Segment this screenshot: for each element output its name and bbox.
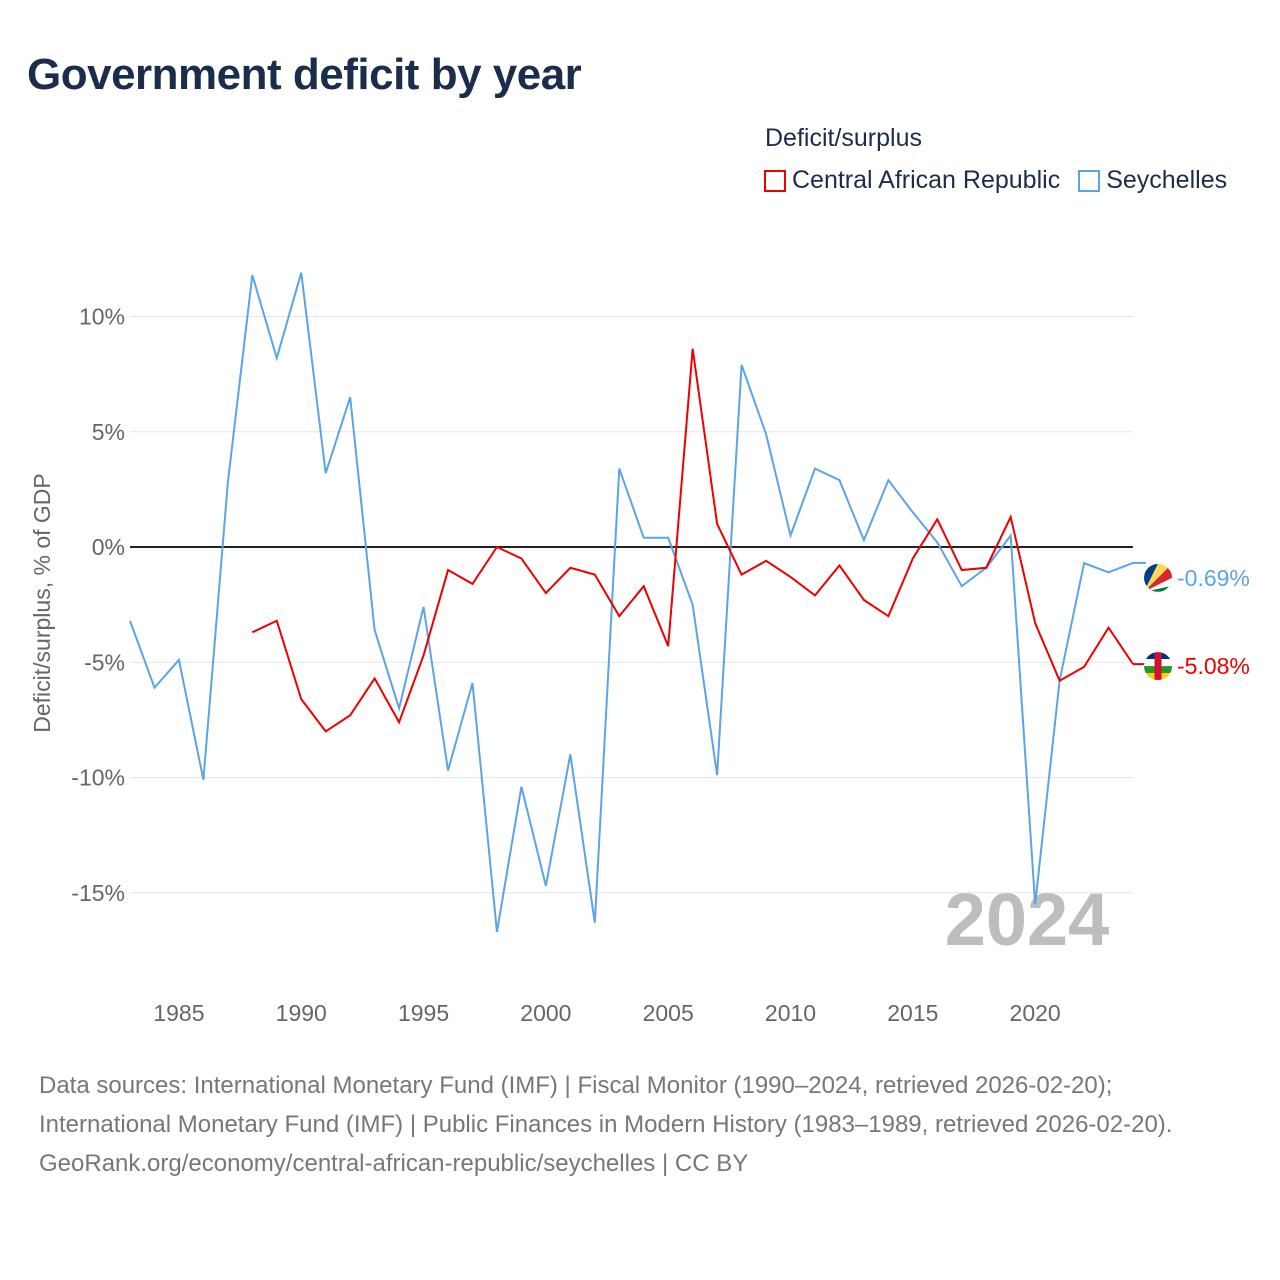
y-axis-label: Deficit/surplus, % of GDP: [29, 473, 55, 732]
plot-area: 2024 10% 5% 0% -5% -10% -15% 1985 1990 1995 2000 2…: [29, 272, 1250, 1026]
x-tick-label: 2010: [765, 1000, 816, 1026]
x-tick-label: 2000: [520, 1000, 571, 1026]
flag-ray: [1144, 563, 1172, 592]
legend-swatch-seychelles: [1078, 169, 1101, 192]
end-value-label: -0.69%: [1177, 565, 1250, 591]
legend-title: Deficit/surplus: [765, 124, 922, 152]
x-tick-label: 1985: [153, 1000, 204, 1026]
series-line-seychelles: [129, 272, 1134, 933]
car-flag-icon: [1144, 652, 1172, 681]
y-tick-label: 0%: [92, 534, 125, 560]
y-tick-label: 5%: [92, 419, 125, 445]
data-sources: Data sources: International Monetary Fun…: [39, 1072, 1173, 1138]
flag-ray: [1144, 577, 1172, 592]
legend-swatch-car: [764, 169, 786, 192]
legend-item-seychelles[interactable]: Seychelles: [1078, 166, 1227, 195]
footer: Data sources: International Monetary Fun…: [39, 1066, 1239, 1183]
x-tick-label: 2015: [887, 1000, 938, 1026]
legend-label-car: Central African Republic: [792, 166, 1061, 194]
end-value-label: -5.08%: [1177, 653, 1250, 679]
y-tick-label: -15%: [71, 880, 125, 906]
x-tick-label: 2005: [643, 1000, 694, 1026]
x-tick-label: 1995: [398, 1000, 449, 1026]
series-line-car: [251, 348, 1134, 733]
flag-band: [1154, 652, 1162, 681]
seychelles-flag-icon: [1144, 563, 1172, 592]
y-tick-label: -5%: [84, 649, 125, 675]
y-tick-label: 10%: [79, 304, 125, 330]
x-tick-label: 1990: [276, 1000, 327, 1026]
flag-body: [1144, 563, 1172, 592]
legend-item-car[interactable]: Central African Republic: [764, 166, 1060, 195]
flag-body: [1144, 652, 1172, 681]
y-tick-label: -10%: [71, 765, 125, 791]
year-watermark: 2024: [945, 878, 1110, 961]
x-tick-label: 2020: [1010, 1000, 1061, 1026]
chart-title: Government deficit by year: [27, 50, 582, 99]
source-link[interactable]: GeoRank.org/economy/central-african-repu…: [39, 1150, 749, 1177]
legend: Central African Republic Seychelles: [764, 166, 1227, 195]
legend-label-seychelles: Seychelles: [1106, 166, 1228, 194]
